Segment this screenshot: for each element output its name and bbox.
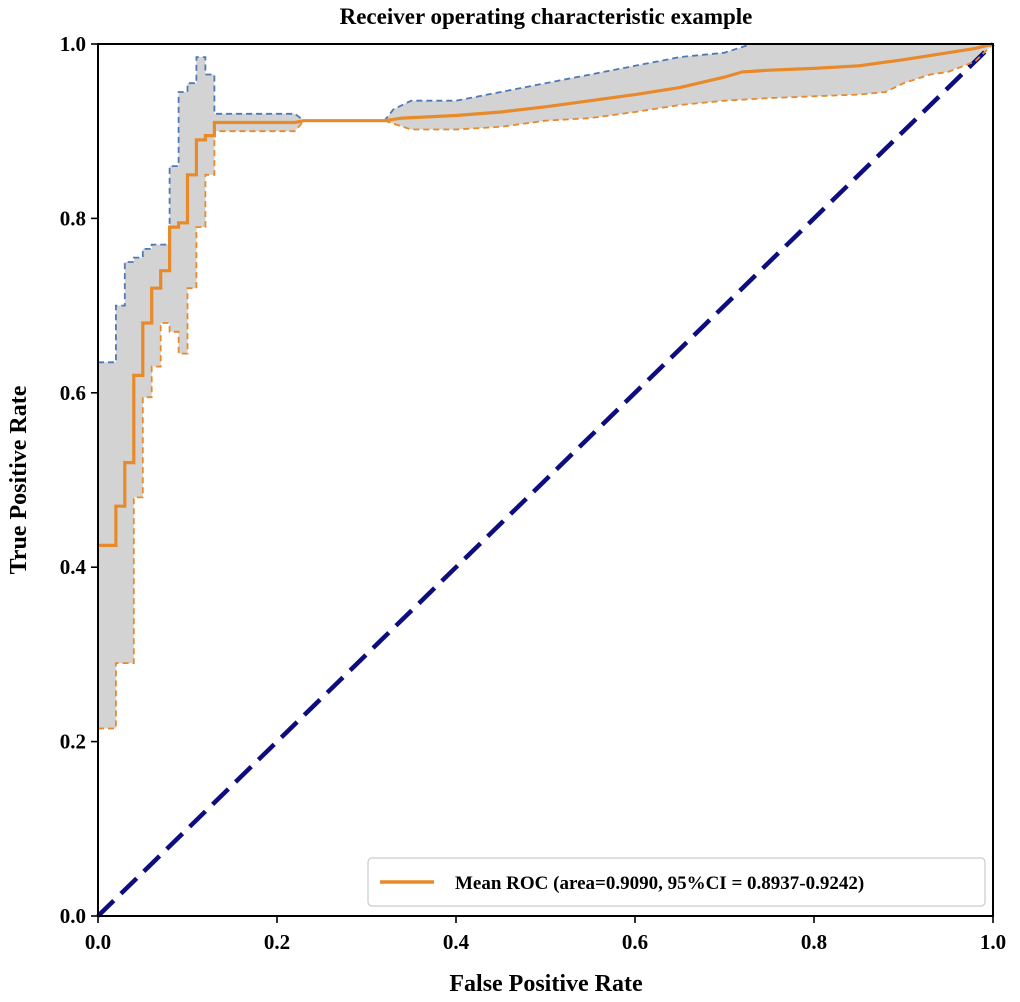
y-tick-label: 0.4 — [60, 555, 87, 579]
mean-roc-line — [98, 42, 994, 548]
x-tick-label: 0.2 — [264, 930, 290, 954]
y-tick-label: 0.8 — [60, 206, 86, 230]
x-tick-label: 0.4 — [443, 930, 470, 954]
lower-ci-line — [98, 43, 994, 730]
y-tick-label: 0.2 — [60, 730, 86, 754]
y-tick-label: 0.6 — [60, 381, 86, 405]
x-tick-label: 0.0 — [85, 930, 111, 954]
axis-ticks: 0.0 0.2 0.4 0.6 0.8 1.0 0.0 0.2 0.4 0.6 0.8 1.0 — [60, 32, 1006, 954]
x-tick-label: 0.8 — [801, 930, 827, 954]
plot-area — [96, 42, 995, 918]
y-tick-label: 1.0 — [60, 32, 86, 56]
y-axis-label: True Positive Rate — [6, 385, 32, 574]
x-axis-label: False Positive Rate — [449, 971, 643, 997]
confidence-band — [98, 44, 993, 729]
x-tick-label: 0.6 — [622, 930, 648, 954]
y-tick-label: 0.0 — [60, 904, 86, 928]
x-tick-label: 1.0 — [980, 930, 1006, 954]
legend: Mean ROC (area=0.9090, 95%CI = 0.8937-0.… — [367, 857, 986, 907]
chart-title: Receiver operating characteristic exampl… — [340, 4, 753, 29]
plot-frame — [97, 43, 994, 917]
legend-entry-mean-roc: Mean ROC (area=0.9090, 95%CI = 0.8937-0.… — [455, 873, 864, 894]
legend-box — [367, 857, 986, 907]
chance-line — [96, 42, 995, 918]
